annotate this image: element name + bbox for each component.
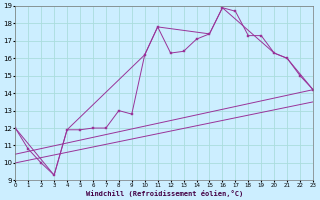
X-axis label: Windchill (Refroidissement éolien,°C): Windchill (Refroidissement éolien,°C)	[85, 190, 243, 197]
